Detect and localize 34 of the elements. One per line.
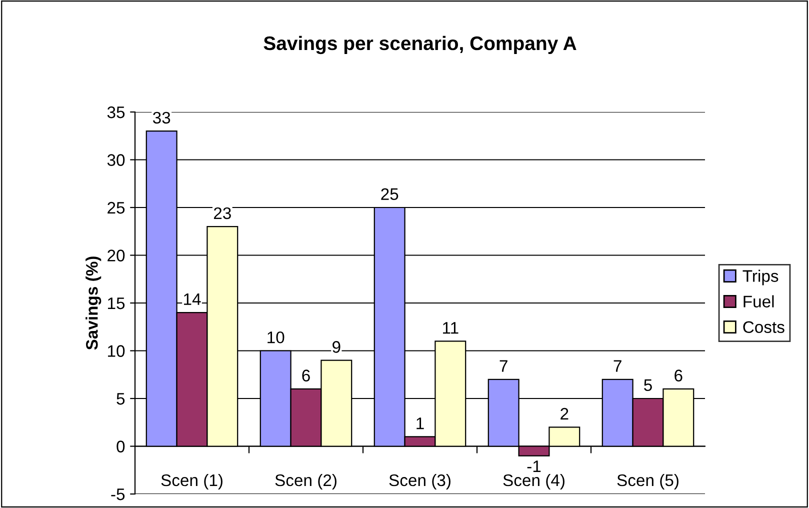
legend-label: Costs — [743, 321, 784, 334]
data-label: 9 — [332, 341, 340, 353]
data-label: 23 — [214, 207, 231, 220]
y-tick-label: 30 — [107, 154, 125, 166]
data-label: 6 — [302, 370, 310, 382]
data-label: -1 — [527, 460, 541, 472]
data-label: 10 — [268, 331, 284, 344]
x-tick-label: Scen (4) — [503, 474, 564, 490]
y-axis-title: Savings (%) — [86, 256, 102, 350]
data-label: 11 — [443, 322, 458, 334]
data-label: 5 — [644, 379, 652, 392]
y-tick-label: 15 — [108, 298, 125, 310]
data-label: 25 — [381, 188, 398, 200]
data-label: 14 — [184, 293, 201, 305]
data-label: 7 — [500, 360, 508, 372]
data-label: 2 — [560, 408, 568, 420]
x-tick-label: Scen (5) — [617, 474, 678, 490]
y-tick-label: 10 — [108, 345, 125, 357]
data-label: 1 — [416, 418, 424, 430]
y-tick-label: 35 — [107, 106, 125, 118]
legend-label: Trips — [742, 270, 778, 286]
data-label: 33 — [152, 112, 170, 124]
data-label: 7 — [614, 360, 622, 372]
chart-title: Savings per scenario, Company A — [264, 36, 576, 54]
y-tick-label: 20 — [108, 250, 125, 262]
y-tick-label: -5 — [111, 488, 125, 500]
y-tick-label: 25 — [108, 202, 125, 214]
legend-label: Fuel — [744, 295, 774, 308]
x-tick-label: Scen (3) — [389, 474, 450, 490]
y-tick-label: 0 — [116, 440, 125, 452]
data-label: 6 — [674, 370, 682, 382]
y-tick-label: 5 — [116, 393, 125, 405]
x-tick-label: Scen (1) — [161, 474, 222, 490]
x-tick-label: Scen (2) — [275, 474, 336, 490]
